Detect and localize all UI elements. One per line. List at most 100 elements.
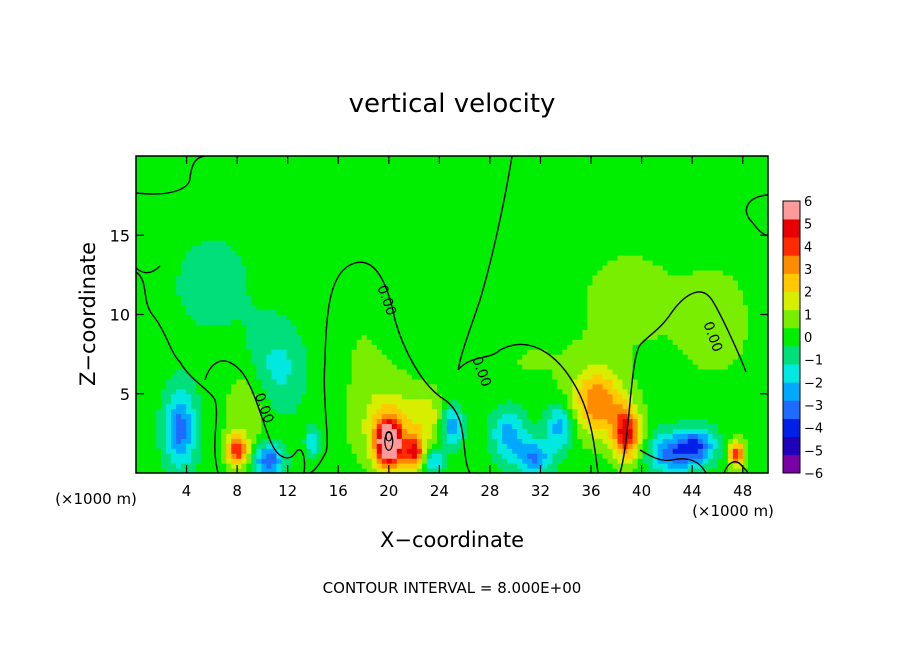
heatmap-cell [251, 349, 257, 355]
heatmap-cell [186, 274, 192, 281]
heatmap-cell [371, 334, 378, 340]
heatmap-cell [452, 200, 458, 207]
heatmap-cell [386, 418, 393, 425]
heatmap-cell [246, 398, 252, 405]
heatmap-cell [141, 299, 147, 306]
heatmap-cell [376, 309, 383, 316]
heatmap-cell [336, 185, 343, 192]
heatmap-cell [296, 245, 303, 251]
heatmap-cell [421, 165, 428, 172]
heatmap-cell [507, 269, 513, 276]
heatmap-cell [161, 309, 167, 316]
heatmap-cell [211, 200, 217, 207]
heatmap-cell [286, 294, 293, 301]
heatmap-cell [361, 468, 368, 473]
heatmap-cell [336, 368, 343, 375]
heatmap-cell [211, 438, 217, 444]
heatmap-cell [482, 329, 488, 335]
heatmap-cell [381, 225, 388, 231]
heatmap-cell [361, 205, 368, 212]
heatmap-cell [522, 453, 528, 459]
heatmap-cell [492, 368, 498, 375]
heatmap-cell [176, 245, 182, 251]
heatmap-cell [206, 314, 212, 321]
heatmap-cell [296, 230, 303, 236]
heatmap-cell [351, 160, 358, 167]
heatmap-cell [176, 289, 182, 296]
heatmap-cell [452, 423, 458, 430]
heatmap-cell [286, 225, 293, 231]
heatmap-cell [161, 165, 167, 172]
heatmap-cell [221, 453, 227, 459]
heatmap-cell [386, 160, 393, 167]
heatmap-cell [522, 373, 528, 380]
heatmap-cell [221, 200, 227, 207]
heatmap-cell [201, 170, 207, 177]
heatmap-cell [396, 160, 403, 167]
heatmap-cell [431, 195, 438, 202]
heatmap-cell [507, 413, 513, 420]
heatmap-cell [316, 448, 323, 454]
heatmap-cell [331, 170, 338, 177]
heatmap-cell [371, 349, 378, 355]
heatmap-cell [386, 458, 393, 464]
heatmap-cell [256, 195, 262, 202]
heatmap-cell [341, 185, 348, 192]
heatmap-cell [351, 344, 358, 350]
heatmap-cell [321, 260, 328, 266]
heatmap-cell [196, 413, 202, 420]
heatmap-cell [467, 398, 473, 405]
heatmap-cell [326, 284, 333, 291]
heatmap-cell [396, 373, 403, 380]
heatmap-cell [331, 240, 338, 246]
heatmap-cell [311, 215, 318, 221]
heatmap-cell [201, 235, 207, 241]
heatmap-cell [276, 364, 283, 370]
heatmap-cell [482, 324, 488, 330]
heatmap-cell [161, 319, 167, 325]
heatmap-cell [291, 463, 298, 469]
heatmap-cell [251, 403, 257, 410]
heatmap-cell [246, 349, 252, 355]
heatmap-cell [457, 408, 463, 415]
heatmap-cell [186, 165, 192, 172]
heatmap-cell [191, 165, 197, 172]
heatmap-cell [146, 463, 152, 469]
heatmap-cell [346, 458, 353, 464]
heatmap-cell [441, 284, 448, 291]
heatmap-cell [391, 160, 398, 167]
heatmap-cell [381, 170, 388, 177]
heatmap-cell [441, 299, 448, 306]
heatmap-cell [176, 185, 182, 192]
heatmap-cell [266, 319, 273, 325]
heatmap-cell [171, 458, 177, 464]
heatmap-cell [371, 210, 378, 217]
heatmap-cell [316, 324, 323, 330]
heatmap-cell [452, 388, 458, 395]
heatmap-cell [487, 195, 493, 202]
heatmap-cell [492, 463, 498, 469]
heatmap-cell [206, 180, 212, 187]
heatmap-cell [371, 284, 378, 291]
heatmap-cell [482, 433, 488, 439]
heatmap-cell [291, 156, 298, 162]
heatmap-cell [256, 205, 262, 212]
heatmap-cell [411, 220, 418, 226]
heatmap-cell [492, 314, 498, 321]
heatmap-cell [236, 463, 242, 469]
heatmap-cell [326, 324, 333, 330]
heatmap-cell [356, 329, 363, 335]
heatmap-cell [421, 230, 428, 236]
heatmap-cell [396, 215, 403, 221]
heatmap-cell [206, 458, 212, 464]
heatmap-cell [351, 448, 358, 454]
heatmap-cell [156, 393, 162, 400]
heatmap-cell [411, 448, 418, 454]
heatmap-cell [321, 284, 328, 291]
heatmap-cell [166, 388, 172, 395]
heatmap-cell [291, 260, 298, 266]
heatmap-cell [141, 383, 147, 390]
heatmap-cell [416, 378, 423, 385]
heatmap-cell [457, 443, 463, 449]
heatmap-cell [266, 156, 273, 162]
